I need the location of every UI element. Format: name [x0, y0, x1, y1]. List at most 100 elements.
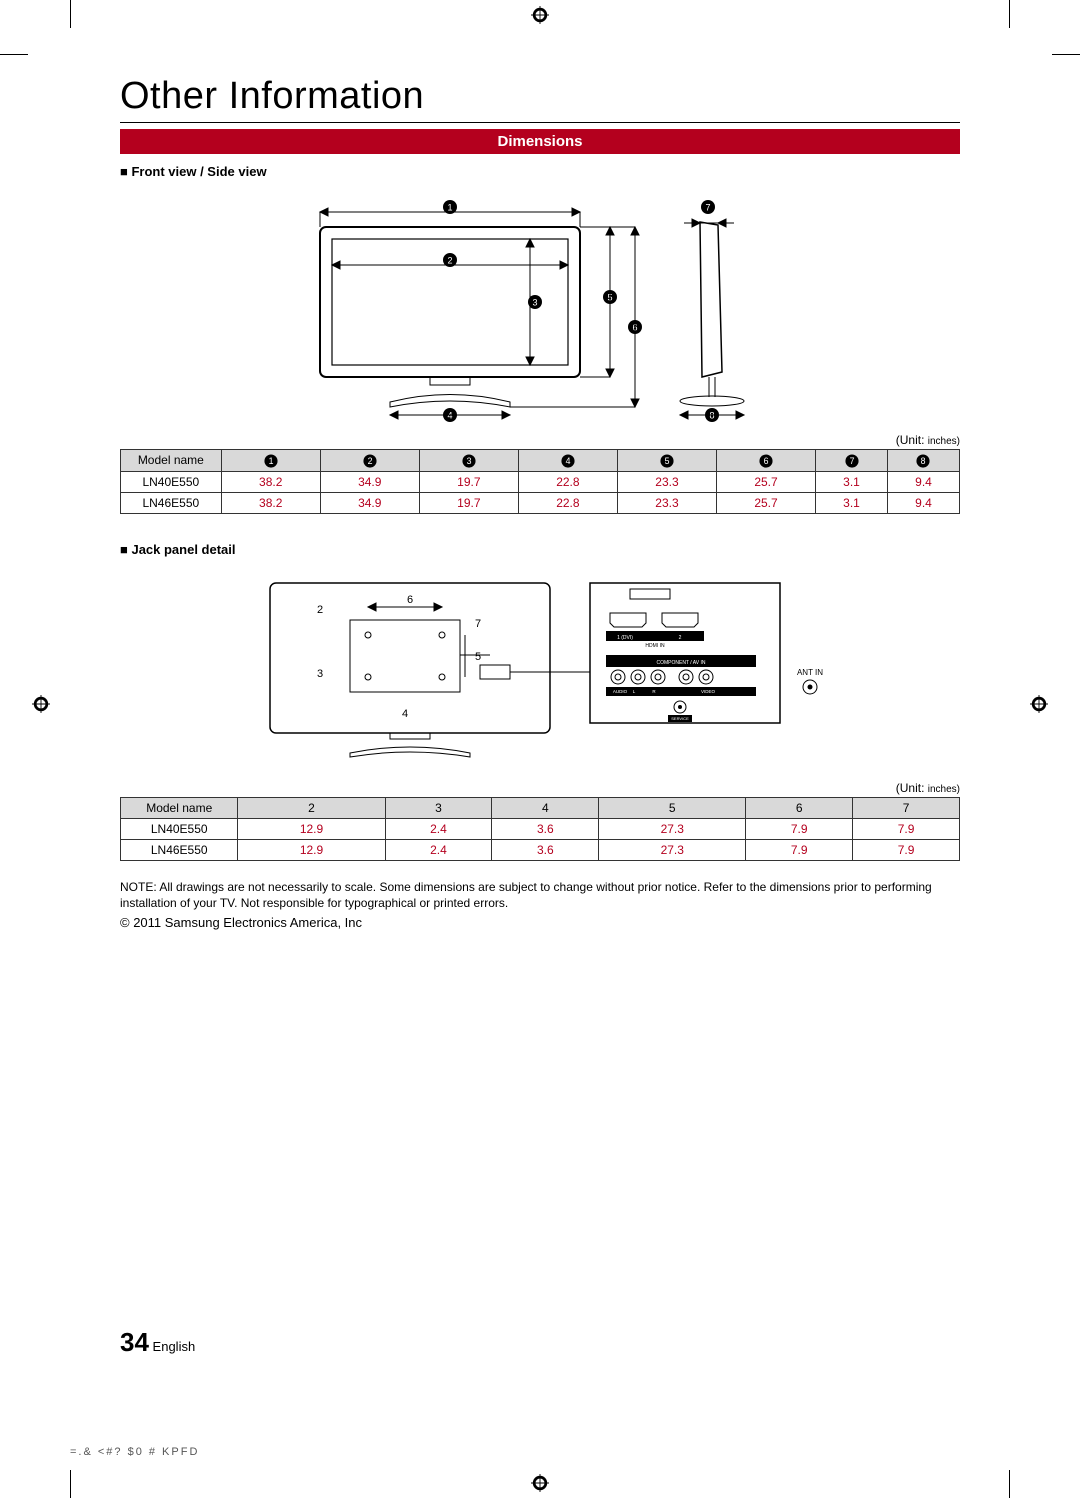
page-language: English [153, 1339, 196, 1354]
dimensions-table-1: Model name12345678 LN40E55038.234.919.72… [120, 449, 960, 514]
value-cell: 9.4 [887, 492, 959, 513]
col-dim-5: 5 [599, 797, 746, 818]
unit-inches: inches) [928, 436, 960, 447]
model-cell: LN46E550 [121, 839, 238, 860]
unit-inches: inches) [928, 784, 960, 795]
value-cell: 22.8 [518, 471, 617, 492]
value-cell: 2.4 [385, 839, 492, 860]
crop-line [1009, 1470, 1010, 1498]
registration-mark-top [531, 6, 549, 24]
value-cell: 3.6 [492, 839, 599, 860]
crop-line [1009, 0, 1010, 28]
svg-text:2: 2 [367, 456, 372, 466]
svg-text:8: 8 [921, 456, 926, 466]
value-cell: 27.3 [599, 839, 746, 860]
registration-mark-right [1030, 695, 1048, 713]
crop-line [70, 0, 71, 28]
unit-text: (Unit: [896, 433, 925, 447]
svg-text:VIDEO: VIDEO [701, 689, 716, 694]
value-cell: 34.9 [320, 471, 419, 492]
page-number-value: 34 [120, 1327, 149, 1357]
value-cell: 22.8 [518, 492, 617, 513]
col-model-name: Model name [121, 450, 222, 472]
col-dim-2: 2 [238, 797, 385, 818]
svg-text:5: 5 [665, 456, 670, 466]
svg-text:7: 7 [849, 456, 854, 466]
svg-text:7: 7 [705, 203, 710, 213]
svg-text:6: 6 [407, 594, 413, 606]
svg-text:2: 2 [447, 256, 452, 266]
unit-text: (Unit: [896, 781, 925, 795]
col-dim-7: 7 [816, 450, 888, 472]
svg-text:7: 7 [475, 618, 481, 630]
value-cell: 38.2 [221, 471, 320, 492]
value-cell: 19.7 [419, 471, 518, 492]
value-cell: 12.9 [238, 818, 385, 839]
section-banner: Dimensions [120, 129, 960, 154]
page-content: Other Information Dimensions ■ Front vie… [120, 75, 960, 930]
table-row: LN46E55038.234.919.722.823.325.73.19.4 [121, 492, 960, 513]
page-number: 34 English [120, 1327, 195, 1358]
value-cell: 9.4 [887, 471, 959, 492]
note-text: NOTE: All drawings are not necessarily t… [120, 879, 960, 911]
model-cell: LN46E550 [121, 492, 222, 513]
page-title: Other Information [120, 75, 960, 118]
dimensions-table-2: Model name234567 LN40E55012.92.43.627.37… [120, 797, 960, 861]
col-dim-7: 7 [853, 797, 960, 818]
col-dim-5: 5 [617, 450, 716, 472]
col-dim-1: 1 [221, 450, 320, 472]
svg-text:3: 3 [532, 298, 537, 308]
col-dim-6: 6 [746, 797, 853, 818]
value-cell: 38.2 [221, 492, 320, 513]
crop-line [1052, 54, 1080, 55]
value-cell: 12.9 [238, 839, 385, 860]
jack-panel-header: ■ Jack panel detail [120, 542, 960, 557]
crop-line [0, 54, 28, 55]
model-cell: LN40E550 [121, 818, 238, 839]
svg-text:4: 4 [402, 708, 408, 720]
col-dim-3: 3 [385, 797, 492, 818]
svg-text:5: 5 [475, 651, 481, 663]
svg-text:3: 3 [317, 668, 323, 680]
jack-panel-diagram: 2 3 4 5 6 7 [120, 565, 960, 775]
value-cell: 7.9 [853, 839, 960, 860]
svg-text:4: 4 [565, 456, 570, 466]
footer-code: =.& <#? $0 # KPFD [70, 1446, 199, 1458]
svg-text:6: 6 [764, 456, 769, 466]
value-cell: 23.3 [617, 471, 716, 492]
crop-line [70, 1470, 71, 1498]
copyright-text: © 2011 Samsung Electronics America, Inc [120, 915, 960, 930]
value-cell: 3.6 [492, 818, 599, 839]
value-cell: 7.9 [746, 839, 853, 860]
col-dim-3: 3 [419, 450, 518, 472]
table-row: LN40E55038.234.919.722.823.325.73.19.4 [121, 471, 960, 492]
unit-label-2: (Unit: inches) [120, 781, 960, 795]
svg-text:HDMI IN: HDMI IN [645, 643, 665, 649]
svg-text:1 (DVI): 1 (DVI) [617, 635, 633, 641]
svg-text:2: 2 [679, 635, 682, 641]
svg-text:3: 3 [466, 456, 471, 466]
value-cell: 3.1 [816, 492, 888, 513]
value-cell: 7.9 [853, 818, 960, 839]
value-cell: 34.9 [320, 492, 419, 513]
model-cell: LN40E550 [121, 471, 222, 492]
col-dim-8: 8 [887, 450, 959, 472]
unit-label-1: (Unit: inches) [120, 433, 960, 447]
value-cell: 19.7 [419, 492, 518, 513]
svg-text:AUDIO: AUDIO [613, 689, 628, 694]
value-cell: 25.7 [716, 492, 815, 513]
col-dim-6: 6 [716, 450, 815, 472]
col-model-name: Model name [121, 797, 238, 818]
value-cell: 25.7 [716, 471, 815, 492]
svg-text:1: 1 [447, 203, 452, 213]
front-view-header: ■ Front view / Side view [120, 164, 960, 179]
value-cell: 27.3 [599, 818, 746, 839]
value-cell: 23.3 [617, 492, 716, 513]
table-row: LN46E55012.92.43.627.37.97.9 [121, 839, 960, 860]
front-side-diagram: 12345678 [120, 187, 960, 427]
col-dim-4: 4 [518, 450, 617, 472]
title-rule [120, 122, 960, 123]
registration-mark-left [32, 695, 50, 713]
value-cell: 2.4 [385, 818, 492, 839]
svg-text:1: 1 [268, 456, 273, 466]
